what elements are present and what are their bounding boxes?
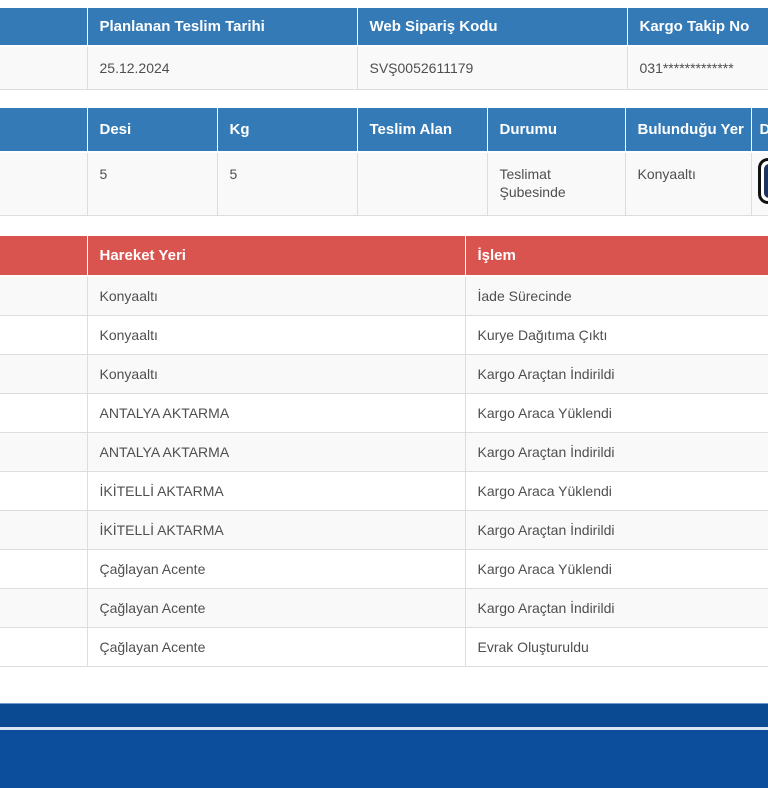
cut-off-column-header bbox=[0, 8, 87, 46]
cut-off-column-cell bbox=[0, 472, 87, 511]
summary-header-row: Planlanan Teslim Tarihi Web Sipariş Kodu… bbox=[0, 8, 768, 46]
movement-location: Çağlayan Acente bbox=[87, 589, 465, 628]
movement-action: Evrak Oluşturuldu bbox=[465, 628, 768, 667]
detay-header-cut: D bbox=[751, 108, 768, 152]
movement-location: Çağlayan Acente bbox=[87, 628, 465, 667]
details-data-row: 5 5 Teslimat Şubesinde Konyaaltı bbox=[0, 152, 768, 216]
bulundugu-yer-header: Bulunduğu Yer bbox=[625, 108, 751, 152]
cut-off-column-cell bbox=[0, 550, 87, 589]
movement-action: Kargo Araçtan İndirildi bbox=[465, 511, 768, 550]
cut-off-column-cell bbox=[0, 433, 87, 472]
detay-cell bbox=[751, 152, 768, 216]
bulundugu-yer-value: Konyaaltı bbox=[625, 152, 751, 216]
footer bbox=[0, 730, 768, 788]
movement-row: Çağlayan Acente Kargo Araçtan İndirildi bbox=[0, 589, 768, 628]
movement-row: Konyaaltı Kargo Araçtan İndirildi bbox=[0, 355, 768, 394]
movement-action: Kurye Dağıtıma Çıktı bbox=[465, 316, 768, 355]
movement-action: Kargo Araçtan İndirildi bbox=[465, 433, 768, 472]
teslim-alan-value bbox=[357, 152, 487, 216]
web-order-code-value: SVŞ0052611179 bbox=[357, 46, 627, 90]
durumu-header: Durumu bbox=[487, 108, 625, 152]
movement-location: ANTALYA AKTARMA bbox=[87, 394, 465, 433]
cargo-tracking-no-value: 031************* bbox=[627, 46, 768, 90]
movement-row: ANTALYA AKTARMA Kargo Araca Yüklendi bbox=[0, 394, 768, 433]
movement-row: ANTALYA AKTARMA Kargo Araçtan İndirildi bbox=[0, 433, 768, 472]
cut-off-column-cell bbox=[0, 152, 87, 216]
planned-delivery-date-header: Planlanan Teslim Tarihi bbox=[87, 8, 357, 46]
movement-action: Kargo Araca Yüklendi bbox=[465, 394, 768, 433]
kg-header: Kg bbox=[217, 108, 357, 152]
cut-off-column-cell bbox=[0, 46, 87, 90]
movement-row: Konyaaltı İade Sürecinde bbox=[0, 276, 768, 316]
movement-action: Kargo Araca Yüklendi bbox=[465, 472, 768, 511]
movement-row: Konyaaltı Kurye Dağıtıma Çıktı bbox=[0, 316, 768, 355]
cut-off-column-cell bbox=[0, 276, 87, 316]
movement-location: Çağlayan Acente bbox=[87, 550, 465, 589]
detay-button-icon bbox=[764, 164, 768, 198]
web-order-code-header: Web Sipariş Kodu bbox=[357, 8, 627, 46]
movement-row: Çağlayan Acente Evrak Oluşturuldu bbox=[0, 628, 768, 667]
movement-action: İade Sürecinde bbox=[465, 276, 768, 316]
details-header-row: Desi Kg Teslim Alan Durumu Bulunduğu Yer… bbox=[0, 108, 768, 152]
kg-value: 5 bbox=[217, 152, 357, 216]
cut-off-column-cell bbox=[0, 394, 87, 433]
movement-location: İKİTELLİ AKTARMA bbox=[87, 511, 465, 550]
cut-off-column-cell bbox=[0, 511, 87, 550]
summary-data-row: 25.12.2024 SVŞ0052611179 031************… bbox=[0, 46, 768, 90]
movement-row: İKİTELLİ AKTARMA Kargo Araçtan İndirildi bbox=[0, 511, 768, 550]
movement-row: İKİTELLİ AKTARMA Kargo Araca Yüklendi bbox=[0, 472, 768, 511]
movement-location: Konyaaltı bbox=[87, 355, 465, 394]
hareket-yeri-header: Hareket Yeri bbox=[87, 236, 465, 276]
movement-history-table: Hareket Yeri İşlem Konyaaltı İade Süreci… bbox=[0, 236, 768, 667]
desi-header: Desi bbox=[87, 108, 217, 152]
movement-location: Konyaaltı bbox=[87, 316, 465, 355]
detay-button[interactable] bbox=[758, 158, 768, 204]
cut-off-column-cell bbox=[0, 589, 87, 628]
desi-value: 5 bbox=[87, 152, 217, 216]
islem-header: İşlem bbox=[465, 236, 768, 276]
movement-location: Konyaaltı bbox=[87, 276, 465, 316]
shipment-details-table: Desi Kg Teslim Alan Durumu Bulunduğu Yer… bbox=[0, 108, 768, 216]
movement-action: Kargo Araçtan İndirildi bbox=[465, 589, 768, 628]
teslim-alan-header: Teslim Alan bbox=[357, 108, 487, 152]
movement-row: Çağlayan Acente Kargo Araca Yüklendi bbox=[0, 550, 768, 589]
durumu-value: Teslimat Şubesinde bbox=[487, 152, 625, 216]
planned-delivery-date-value: 25.12.2024 bbox=[87, 46, 357, 90]
cut-off-column-cell bbox=[0, 316, 87, 355]
cut-off-column-header bbox=[0, 108, 87, 152]
cut-off-column-header bbox=[0, 236, 87, 276]
movements-header-row: Hareket Yeri İşlem bbox=[0, 236, 768, 276]
cargo-tracking-no-header: Kargo Takip No bbox=[627, 8, 768, 46]
shipment-summary-table: Planlanan Teslim Tarihi Web Sipariş Kodu… bbox=[0, 8, 768, 90]
footer-top-bar bbox=[0, 703, 768, 727]
cut-off-column-cell bbox=[0, 628, 87, 667]
movement-action: Kargo Araçtan İndirildi bbox=[465, 355, 768, 394]
movement-location: ANTALYA AKTARMA bbox=[87, 433, 465, 472]
movement-location: İKİTELLİ AKTARMA bbox=[87, 472, 465, 511]
cut-off-column-cell bbox=[0, 355, 87, 394]
movement-action: Kargo Araca Yüklendi bbox=[465, 550, 768, 589]
